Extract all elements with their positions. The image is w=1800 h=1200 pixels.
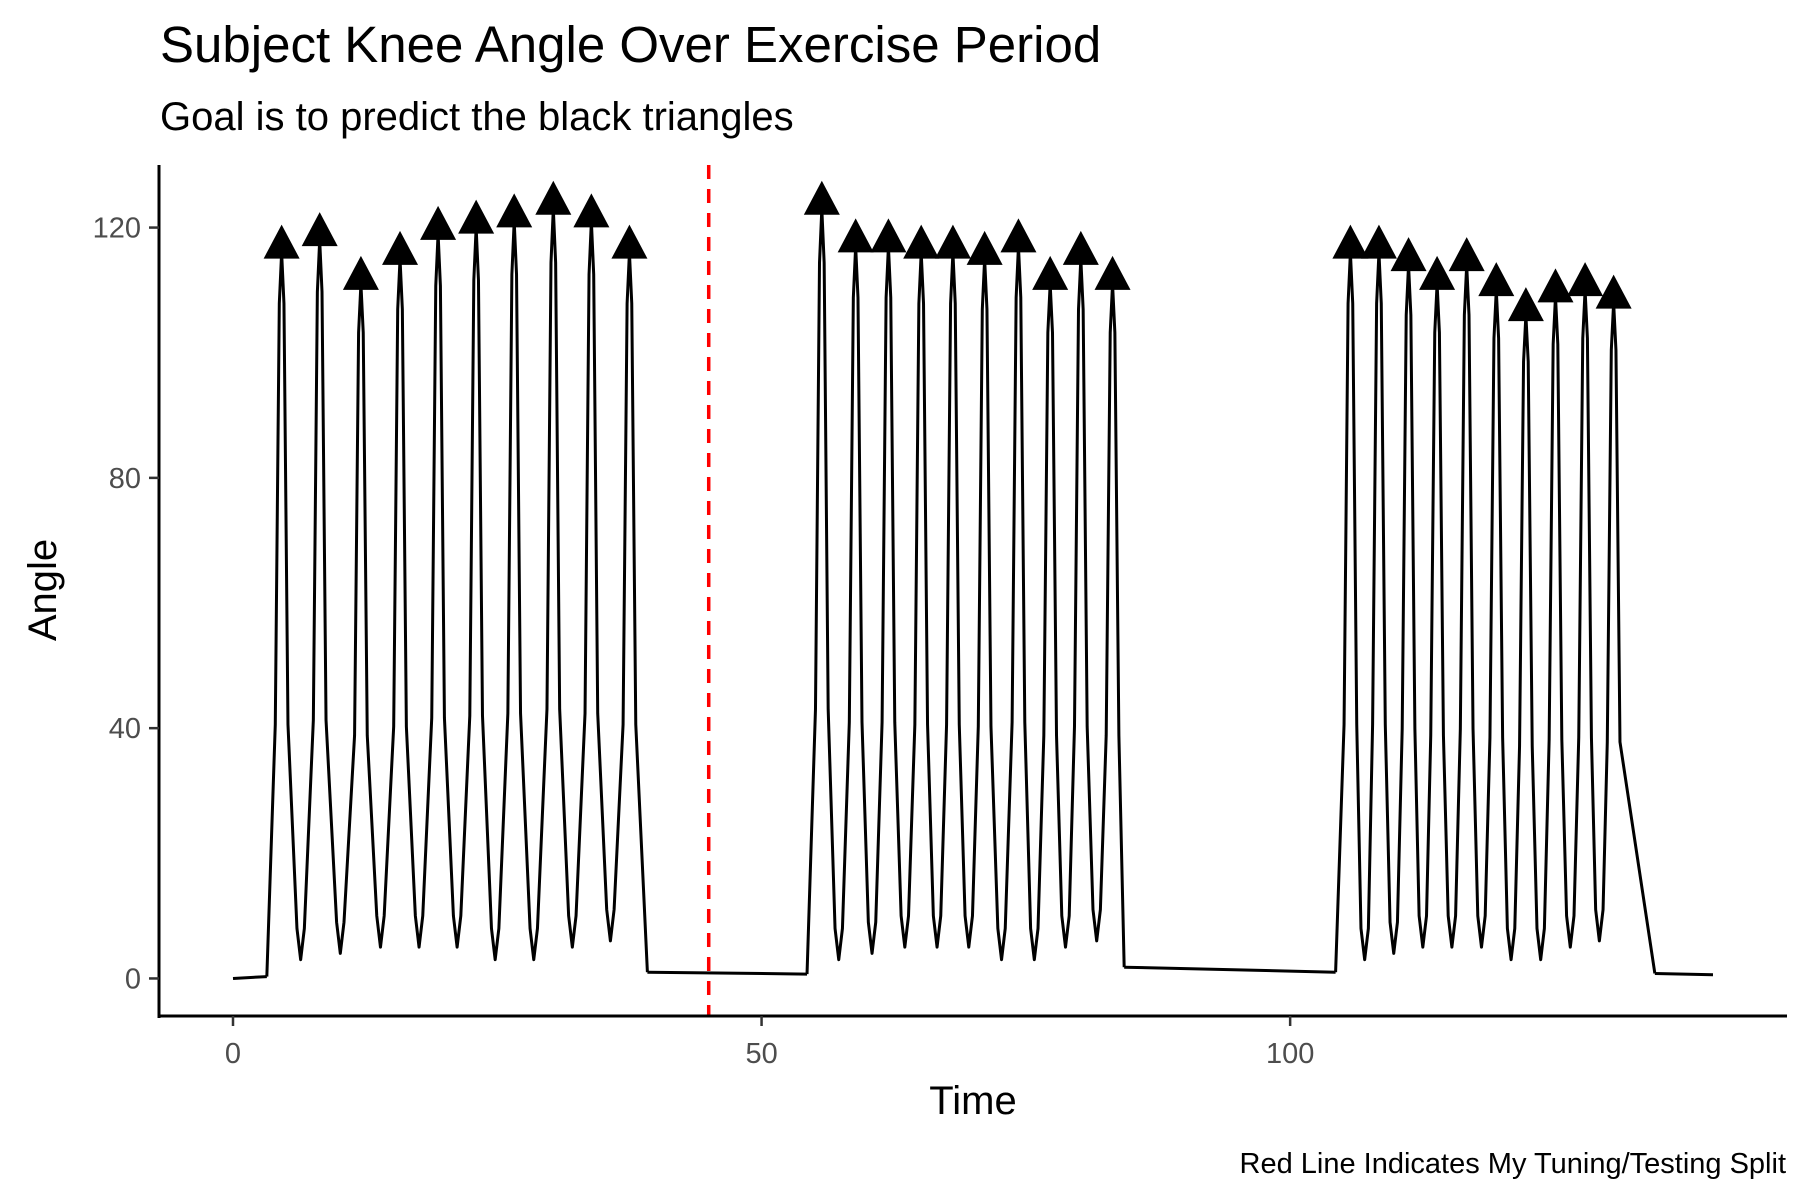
peak-triangle-marker xyxy=(535,180,572,215)
peak-triangle-marker xyxy=(870,218,907,253)
chart-caption: Red Line Indicates My Tuning/Testing Spl… xyxy=(1240,1148,1786,1180)
peak-triangle-marker xyxy=(611,224,648,259)
peak-triangle-marker xyxy=(573,193,610,228)
y-tick-label: 0 xyxy=(125,963,141,995)
peak-triangle-marker xyxy=(420,205,457,240)
y-tick-label: 120 xyxy=(93,213,141,245)
peak-triangle-marker xyxy=(1332,224,1369,259)
chart-subtitle: Goal is to predict the black triangles xyxy=(160,95,794,139)
peak-triangle-marker xyxy=(1507,287,1544,322)
peak-triangle-marker xyxy=(1537,268,1574,303)
y-axis-title: Angle xyxy=(21,539,65,641)
x-tick-label: 50 xyxy=(745,1038,777,1070)
peak-triangle-marker xyxy=(1094,255,1131,290)
peak-triangle-marker xyxy=(966,230,1003,265)
plot-area xyxy=(232,165,1714,1016)
angle-series-line xyxy=(805,207,1126,975)
peak-triangle-marker xyxy=(837,218,874,253)
peak-triangle-marker xyxy=(903,224,940,259)
rest-segment xyxy=(1654,971,1714,977)
x-tick-label: 100 xyxy=(1266,1038,1314,1070)
axis-ticks: 0 50 100 0 40 80 120 xyxy=(93,213,1315,1070)
peak-triangle-marker xyxy=(1478,262,1515,297)
y-tick-label: 80 xyxy=(109,463,141,495)
angle-series-line xyxy=(265,207,649,977)
peak-triangle-marker xyxy=(1032,255,1069,290)
peak-triangle-marker xyxy=(342,255,379,290)
peak-triangle-marker xyxy=(1567,262,1604,297)
peak-triangle-marker xyxy=(458,199,495,234)
peak-triangle-marker xyxy=(934,224,971,259)
peak-triangle-marker xyxy=(1419,255,1456,290)
x-axis-title: Time xyxy=(929,1079,1016,1123)
rest-segment xyxy=(1124,965,1336,974)
peak-triangle-marker xyxy=(803,180,840,215)
y-tick-label: 40 xyxy=(109,713,141,745)
peak-triangle-marker xyxy=(1360,224,1397,259)
angle-series-line xyxy=(1334,251,1657,974)
peak-triangle-marker xyxy=(1000,218,1037,253)
chart-title: Subject Knee Angle Over Exercise Period xyxy=(160,16,1101,73)
peak-triangle-marker xyxy=(301,212,338,247)
peak-triangle-marker xyxy=(1062,230,1099,265)
rest-segment xyxy=(232,975,267,980)
peak-triangle-marker xyxy=(1595,274,1632,309)
peak-triangle-marker xyxy=(263,224,300,259)
rest-segment xyxy=(647,970,808,976)
peak-triangle-marker xyxy=(1390,237,1427,272)
x-tick-label: 0 xyxy=(225,1038,241,1070)
peak-triangle-marker xyxy=(496,193,533,228)
peak-triangle-marker xyxy=(1448,237,1485,272)
peak-triangle-marker xyxy=(382,230,419,265)
